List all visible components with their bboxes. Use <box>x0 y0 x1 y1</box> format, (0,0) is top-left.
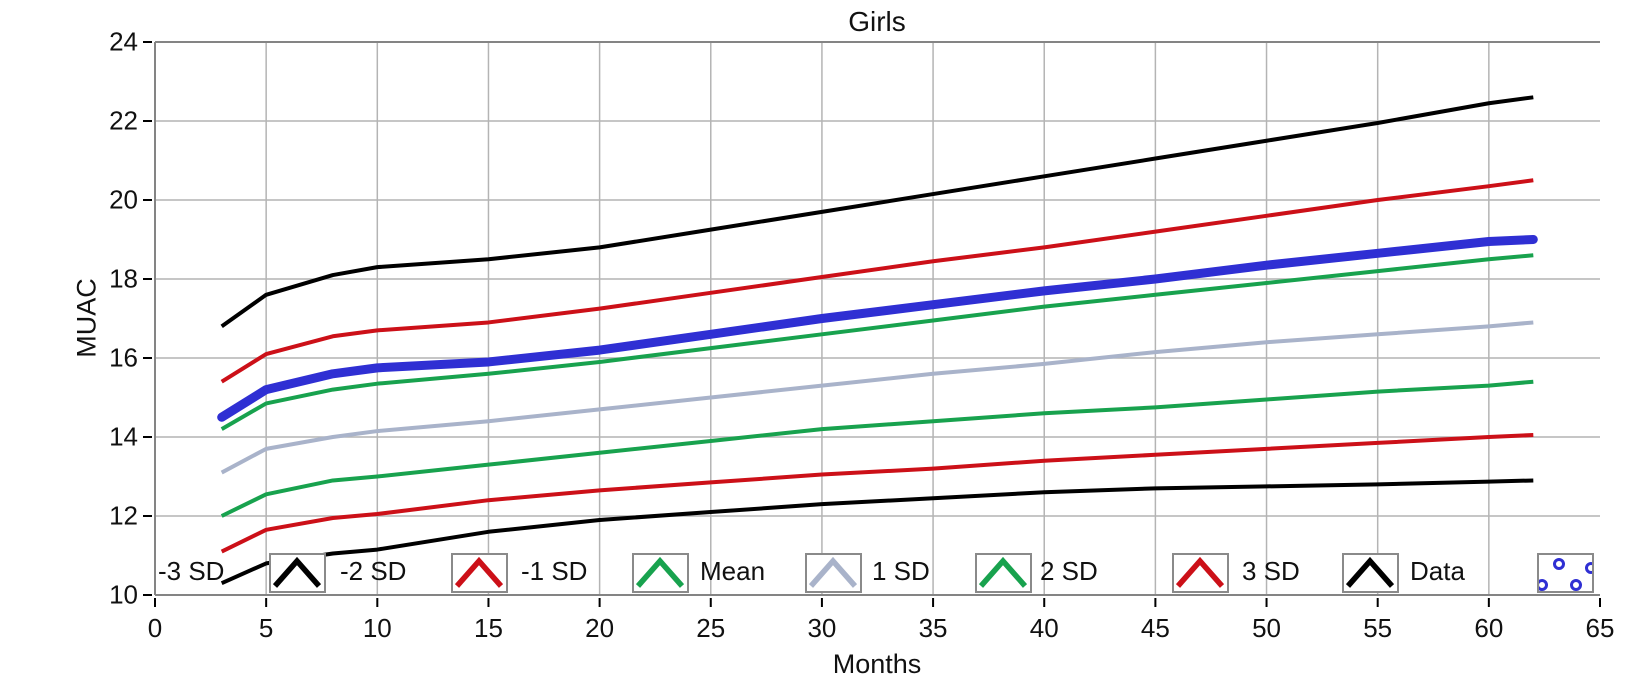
legend-item-mean: Mean <box>700 556 766 586</box>
x-tick-label-10: 10 <box>362 613 392 643</box>
caret-line-sample-icon <box>1345 556 1395 588</box>
y-tick-label-12: 12 <box>109 500 138 531</box>
caret-line-sample-icon <box>454 556 504 588</box>
caret-line-sample-icon <box>1175 556 1225 588</box>
x-tick-label-5: 5 <box>258 613 274 643</box>
x-tick-label-0: 0 <box>147 613 163 643</box>
scatter-markers-icon <box>1539 558 1592 591</box>
legend-glyph-mean <box>805 553 862 593</box>
legend-glyph-3-sd <box>269 553 326 593</box>
x-tick-label-35: 35 <box>918 613 948 643</box>
legend-glyph-1-sd <box>632 553 689 593</box>
x-tick-label-60: 60 <box>1474 613 1504 643</box>
legend-glyph-data <box>1537 553 1594 593</box>
legend-item-2-sd: 2 SD <box>1040 556 1098 586</box>
y-tick-label-16: 16 <box>109 342 138 373</box>
curve-3-sd <box>220 478 1534 585</box>
x-tick-label-55: 55 <box>1363 613 1393 643</box>
legend-glyph-2-sd <box>451 553 508 593</box>
scatter-dot <box>1553 558 1565 570</box>
curve-data <box>217 235 1538 422</box>
y-tick-label-20: 20 <box>109 184 138 215</box>
caret-line-sample-icon <box>272 556 322 588</box>
caret-stroke <box>272 556 322 588</box>
curve-2-sd <box>220 178 1534 384</box>
x-tick-label-45: 45 <box>1140 613 1170 643</box>
legend-item-data: Data <box>1410 556 1465 586</box>
caret-line-sample-icon <box>808 556 858 588</box>
legend-item-3-sd: -3 SD <box>158 556 225 586</box>
x-tick-label-30: 30 <box>807 613 837 643</box>
caret-stroke <box>454 556 504 588</box>
caret-line-sample-icon <box>978 556 1028 588</box>
x-tick-label-65: 65 <box>1585 613 1615 643</box>
y-tick-label-24: 24 <box>109 26 138 57</box>
caret-stroke <box>808 556 858 588</box>
y-tick-label-14: 14 <box>109 421 138 452</box>
curve-2-sd <box>220 433 1534 554</box>
y-tick-label-18: 18 <box>109 263 138 294</box>
legend-item-1-sd: 1 SD <box>872 556 930 586</box>
scatter-dot <box>1585 562 1592 574</box>
legend-item-2-sd: -2 SD <box>340 556 407 586</box>
x-tick-label-40: 40 <box>1029 613 1059 643</box>
x-axis-title: Months <box>832 649 922 679</box>
caret-stroke <box>978 556 1028 588</box>
x-tick-label-20: 20 <box>585 613 615 643</box>
curve-mean <box>220 320 1534 475</box>
scatter-dot <box>1570 579 1582 591</box>
x-tick-label-50: 50 <box>1252 613 1281 643</box>
legend-item-1-sd: -1 SD <box>521 556 588 586</box>
caret-stroke <box>1345 556 1395 588</box>
legend-glyph-1-sd <box>975 553 1032 593</box>
caret-stroke <box>635 556 685 588</box>
chart-title: Girls <box>848 6 906 37</box>
caret-line-sample-icon <box>635 556 685 588</box>
y-tick-label-10: 10 <box>109 579 138 610</box>
legend-item-3-sd: 3 SD <box>1242 556 1300 586</box>
caret-stroke <box>1175 556 1225 588</box>
legend-glyph-2-sd <box>1172 553 1229 593</box>
scatter-dot <box>1539 579 1548 591</box>
x-tick-label-15: 15 <box>473 613 503 643</box>
legend-glyph-3-sd <box>1342 553 1399 593</box>
y-tick-label-22: 22 <box>109 105 138 136</box>
curve-1-sd <box>220 253 1534 431</box>
x-tick-label-25: 25 <box>696 613 726 643</box>
curve-1-sd <box>220 379 1534 518</box>
curve-3-sd <box>220 95 1534 329</box>
